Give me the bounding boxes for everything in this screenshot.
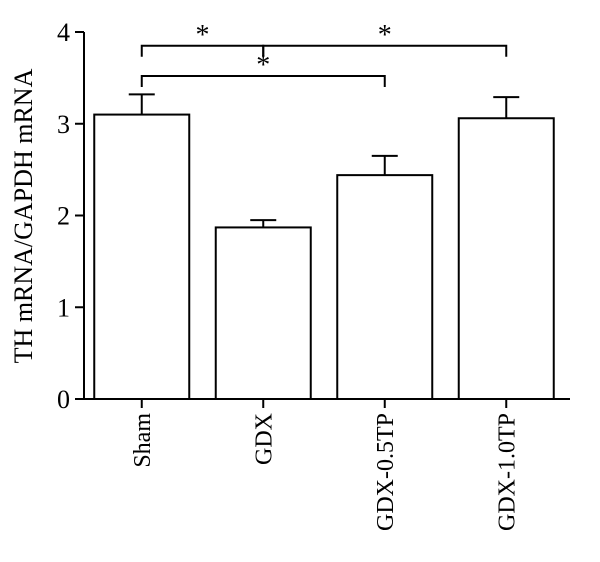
error-bar <box>250 219 277 228</box>
bar <box>93 113 191 400</box>
significance-star: * <box>196 20 210 51</box>
significance-bracket <box>140 75 386 88</box>
y-tick-label: 2 <box>57 202 70 231</box>
error-bars <box>128 93 520 228</box>
x-tick-label: GDX <box>251 413 277 465</box>
y-tick-label: 3 <box>57 110 70 139</box>
x-ticks: Sham GDX GDX-0.5TP GDX-1.0TP <box>130 399 520 531</box>
x-tick-label: GDX-1.0TP <box>494 413 520 531</box>
significance-bracket <box>262 44 508 57</box>
error-bar <box>493 96 520 119</box>
bar <box>336 174 434 400</box>
error-bar <box>371 154 398 176</box>
significance-brackets: * * * <box>140 20 508 88</box>
x-tick-label: Sham <box>130 413 156 468</box>
y-tick-label: 1 <box>57 293 70 322</box>
bars <box>93 113 555 401</box>
error-bar <box>128 93 155 115</box>
y-tick-label: 0 <box>57 385 70 414</box>
x-tick-label: GDX-0.5TP <box>373 413 399 531</box>
bar <box>457 117 555 401</box>
y-tick-label: 4 <box>57 18 70 47</box>
y-axis-label: TH mRNA/GAPDH mRNA <box>9 68 38 363</box>
y-ticks: 0 1 2 3 4 <box>57 18 84 414</box>
significance-star: * <box>256 50 270 81</box>
significance-star: * <box>378 20 392 51</box>
bar <box>214 226 312 400</box>
